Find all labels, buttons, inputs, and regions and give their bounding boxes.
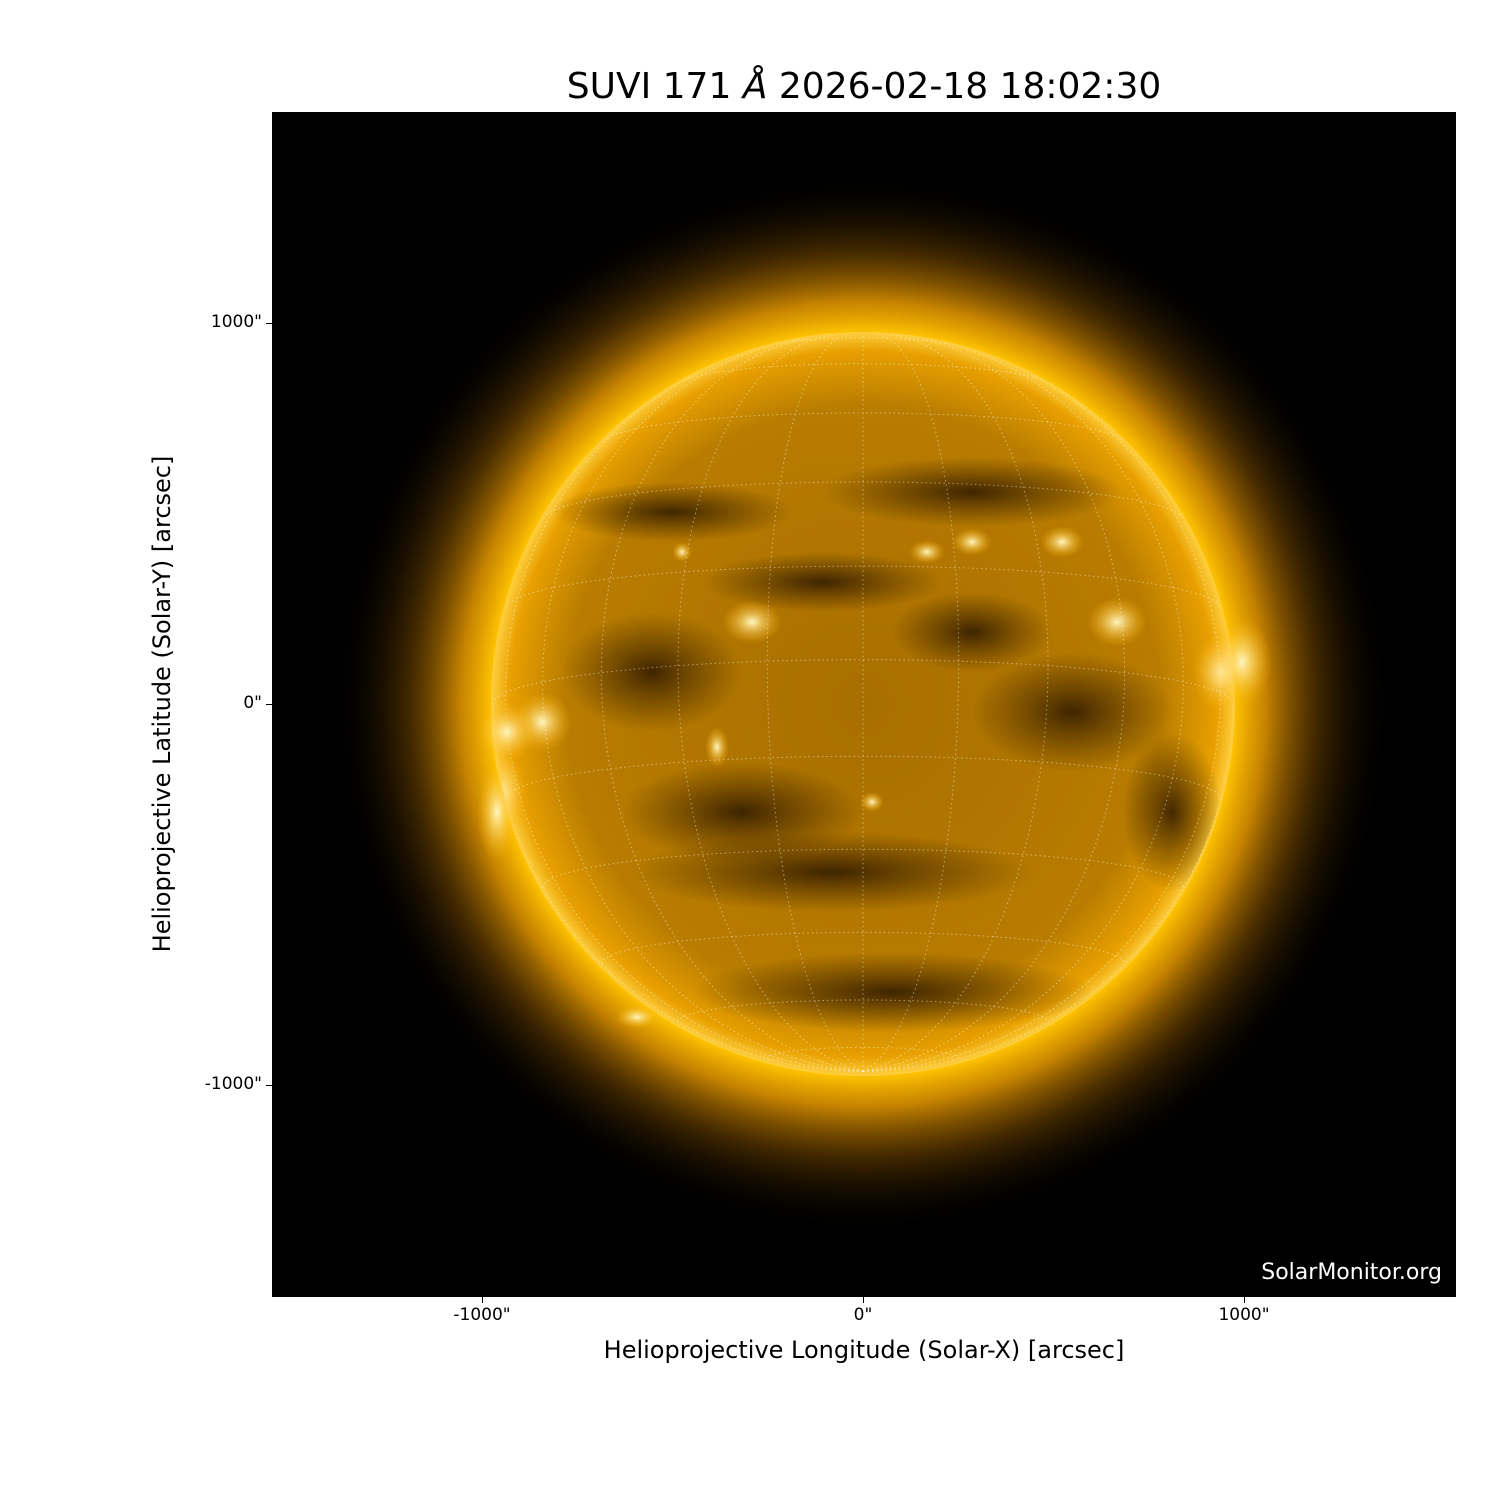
- grid-line: [677, 334, 864, 1072]
- grid-line: [542, 481, 1184, 518]
- coronal-hole-region: [822, 457, 1122, 527]
- grid-line: [862, 368, 1221, 1072]
- active-region: [722, 600, 782, 644]
- grid-line: [683, 363, 1043, 381]
- active-region: [672, 542, 692, 562]
- plot-title: SUVI 171 Å 2026-02-18 18:02:30: [0, 66, 1500, 107]
- x-tick-mark: [863, 1297, 864, 1303]
- title-unit: Å: [742, 66, 768, 107]
- title-timestamp: 2026-02-18 18:02:30: [778, 66, 1162, 107]
- coronal-hole-region: [632, 832, 1032, 912]
- grid-line: [766, 1046, 960, 1059]
- x-tick-label: 1000": [1218, 1305, 1270, 1325]
- coronal-hole-region: [562, 612, 742, 732]
- y-tick-label: -1000": [204, 1074, 262, 1094]
- grid-line: [505, 755, 1221, 800]
- grid-line: [862, 334, 1049, 1072]
- active-region: [860, 792, 884, 812]
- active-region: [705, 727, 729, 767]
- y-tick-mark: [266, 323, 272, 324]
- active-region: [952, 528, 992, 556]
- x-axis-label: Helioprojective Longitude (Solar-X) [arc…: [603, 1336, 1125, 1364]
- coronal-hole-region: [702, 552, 942, 612]
- y-tick-label: 1000": [210, 312, 262, 332]
- heliographic-grid: [493, 334, 1233, 1072]
- sun-image: [333, 174, 1393, 1234]
- coronal-hole-region: [1122, 732, 1222, 892]
- solar-image-axes: SolarMonitor.org: [272, 112, 1456, 1297]
- y-tick-label: 0": [243, 693, 262, 713]
- limb-active-region: [477, 702, 537, 762]
- limb-active-region: [1212, 617, 1272, 707]
- grid-line: [862, 703, 1233, 1072]
- active-region: [909, 540, 945, 564]
- title-instrument: SUVI 171: [566, 66, 732, 107]
- x-tick-label: -1000": [453, 1305, 511, 1325]
- grid-line: [677, 999, 1049, 1023]
- limb-active-region: [477, 762, 517, 862]
- y-axis-label: Helioprojective Latitude (Solar-Y) [arcs…: [148, 455, 176, 953]
- y-tick-mark: [266, 704, 272, 705]
- coronal-hole-region: [892, 592, 1052, 672]
- grid-line: [600, 336, 864, 1072]
- active-region: [1087, 597, 1147, 647]
- coronal-hole-region: [552, 482, 792, 542]
- grid-line: [505, 368, 864, 1072]
- limb-active-region: [615, 1005, 659, 1029]
- grid-line: [603, 412, 1123, 441]
- active-region: [1040, 526, 1084, 558]
- x-tick-mark: [482, 1297, 483, 1303]
- x-tick-mark: [1244, 1297, 1245, 1303]
- watermark: SolarMonitor.org: [1261, 1260, 1442, 1285]
- grid-line: [862, 334, 960, 1072]
- y-tick-mark: [266, 1085, 272, 1086]
- grid-line: [862, 336, 1126, 1072]
- x-tick-label: 0": [853, 1305, 873, 1325]
- coronal-hole-region: [692, 952, 1092, 1032]
- coronal-hole-region: [972, 652, 1172, 772]
- grid-line: [766, 334, 864, 1072]
- grid-line: [493, 659, 1233, 705]
